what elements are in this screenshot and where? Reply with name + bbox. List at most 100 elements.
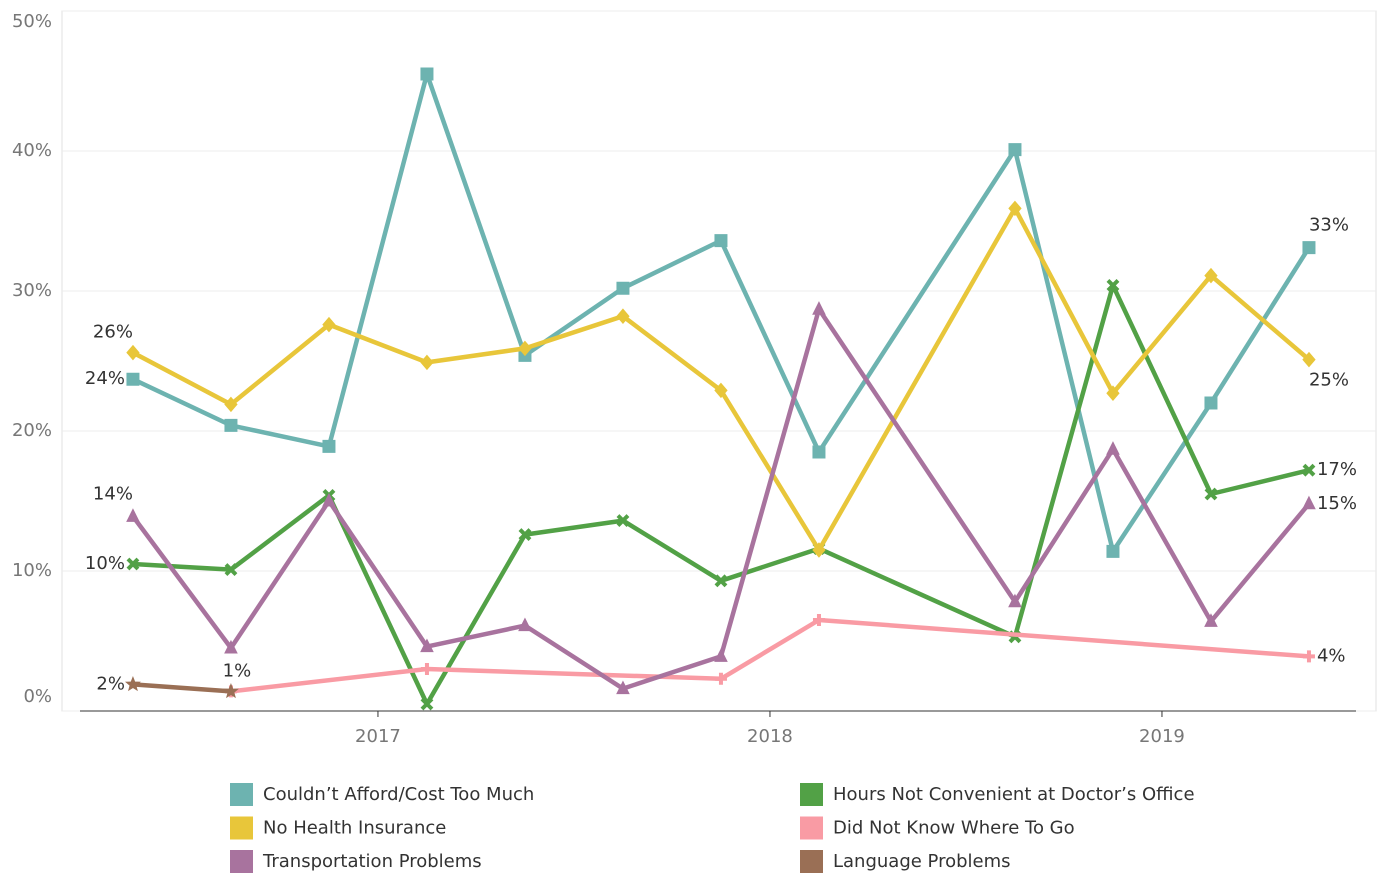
y-tick-label: 0% (23, 686, 52, 707)
y-tick-label: 50% (12, 11, 52, 32)
marker (222, 683, 239, 699)
marker (322, 439, 336, 453)
data-label: 10% (85, 553, 125, 574)
marker (812, 301, 826, 315)
marker (420, 67, 434, 81)
legend-swatch (230, 816, 253, 840)
legend-item: Did Not Know Where To Go (800, 816, 1075, 840)
marker (616, 514, 630, 528)
y-tick-label: 20% (12, 420, 52, 441)
data-label: 33% (1309, 215, 1349, 236)
legend-swatch (230, 850, 253, 873)
marker (714, 382, 728, 399)
marker (1204, 487, 1218, 501)
marker (812, 542, 826, 558)
marker (1302, 495, 1316, 510)
legend-item: No Health Insurance (230, 816, 446, 840)
legend-swatch (800, 783, 823, 806)
marker (126, 344, 140, 361)
marker (518, 617, 532, 632)
marker (1106, 385, 1120, 401)
legend-item: Couldn’t Afford/Cost Too Much (230, 783, 534, 806)
series-line (131, 206, 1311, 553)
marker (1106, 441, 1120, 455)
y-tick-label: 40% (12, 140, 52, 161)
series: 10% 17% (85, 278, 1357, 711)
series: 24% 33% (85, 67, 1349, 558)
y-tick-label: 30% (12, 280, 52, 301)
y-tick-label: 10% (12, 560, 52, 581)
marker (518, 528, 532, 542)
x-tick-label: 2018 (747, 726, 793, 747)
legend-label: Language Problems (833, 851, 1011, 872)
data-label: 1% (223, 660, 252, 681)
series: 2% (96, 673, 239, 699)
data-label: 17% (1317, 459, 1357, 480)
legend-item: Language Problems (800, 850, 1011, 873)
marker (126, 372, 140, 386)
marker (1204, 613, 1218, 627)
legend-swatch (230, 783, 253, 806)
marker (812, 614, 825, 626)
marker (1302, 650, 1315, 663)
marker (420, 638, 434, 653)
marker (420, 354, 434, 371)
marker (714, 234, 728, 248)
marker (126, 557, 140, 571)
marker (1302, 351, 1316, 368)
legend-label: Transportation Problems (262, 851, 482, 872)
marker (1302, 463, 1316, 477)
data-label: 2% (96, 673, 125, 694)
marker (1008, 593, 1022, 608)
marker (224, 396, 238, 413)
legend-swatch (800, 850, 823, 873)
legend-label: No Health Insurance (263, 818, 446, 839)
marker (224, 418, 238, 432)
x-tick-label: 2019 (1139, 726, 1185, 747)
marker (616, 680, 630, 695)
data-label: 25% (1309, 370, 1349, 391)
marker (1204, 267, 1218, 284)
data-label: 26% (93, 322, 133, 343)
marker (714, 574, 728, 588)
marker (322, 492, 336, 507)
legend-item: Hours Not Convenient at Doctor’s Office (800, 783, 1195, 806)
legend-label: Couldn’t Afford/Cost Too Much (263, 784, 534, 805)
marker (812, 445, 826, 459)
data-label: 15% (1317, 493, 1357, 514)
series-line (131, 306, 1311, 691)
marker (126, 508, 140, 522)
series: 26% 25% (93, 200, 1349, 558)
marker (518, 340, 532, 357)
marker (420, 697, 434, 711)
series-line (131, 71, 1311, 554)
marker (1008, 143, 1022, 157)
legend-label: Did Not Know Where To Go (833, 818, 1075, 839)
x-tick-label: 2017 (355, 726, 401, 747)
marker (714, 672, 727, 685)
legend-item: Transportation Problems (230, 850, 482, 873)
marker (224, 563, 238, 577)
marker (1106, 544, 1120, 558)
marker (1008, 200, 1022, 217)
marker (616, 281, 630, 295)
series: 1% 4% (223, 614, 1346, 698)
series: 14% 15% (93, 301, 1357, 695)
series-line (132, 283, 1310, 707)
marker (714, 648, 728, 662)
marker (616, 308, 630, 324)
data-label: 4% (1317, 645, 1346, 666)
data-label: 14% (93, 483, 133, 504)
marker (420, 663, 433, 675)
series-line (132, 682, 232, 694)
marker (1106, 278, 1120, 292)
legend-label: Hours Not Convenient at Doctor’s Office (833, 784, 1195, 805)
marker (1302, 241, 1316, 255)
marker (124, 676, 141, 692)
data-label: 24% (85, 368, 125, 389)
marker (1204, 396, 1218, 410)
legend-swatch (800, 816, 823, 840)
marker (322, 316, 336, 333)
marker (224, 639, 238, 654)
